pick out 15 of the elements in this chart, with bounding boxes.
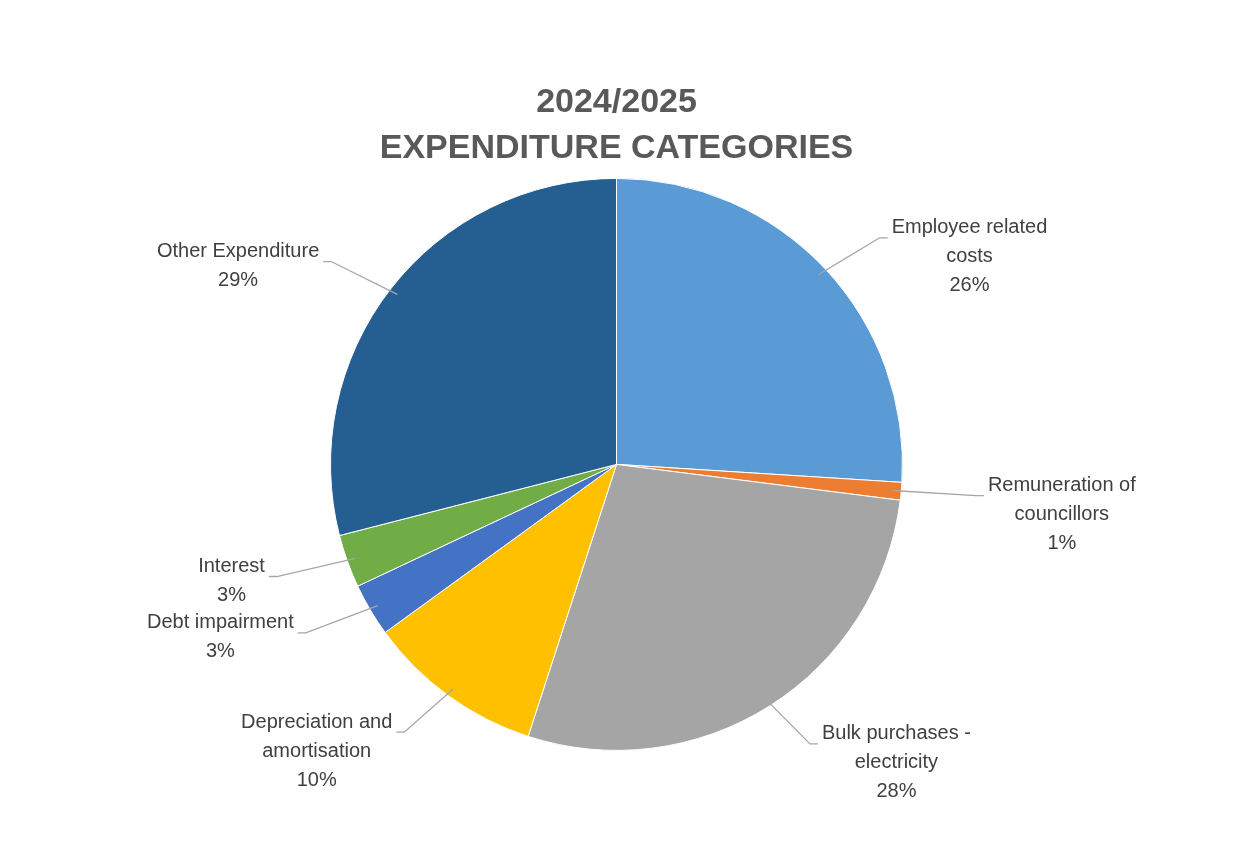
data-label: 3% bbox=[205, 639, 236, 662]
chart-title: 2024/2025 EXPENDITURE CATEGORIES bbox=[379, 81, 854, 166]
slice-label: Employee related costs bbox=[891, 215, 1048, 267]
slice-label: Other Expenditure bbox=[156, 239, 320, 262]
slice-label: Interest bbox=[198, 554, 266, 577]
slice-label: Depreciation and amortisation bbox=[241, 709, 393, 761]
data-label: 3% bbox=[217, 583, 247, 606]
data-label: 26% bbox=[949, 273, 990, 296]
data-label: 28% bbox=[876, 779, 917, 802]
slice-label: Debt impairment bbox=[147, 610, 295, 633]
data-label: 1% bbox=[1047, 531, 1077, 554]
slice-label: Remuneration of councillors bbox=[987, 473, 1137, 525]
data-label: 29% bbox=[218, 268, 259, 291]
slice-label: Bulk purchases - electricity bbox=[821, 721, 971, 773]
data-label: 10% bbox=[296, 767, 337, 790]
